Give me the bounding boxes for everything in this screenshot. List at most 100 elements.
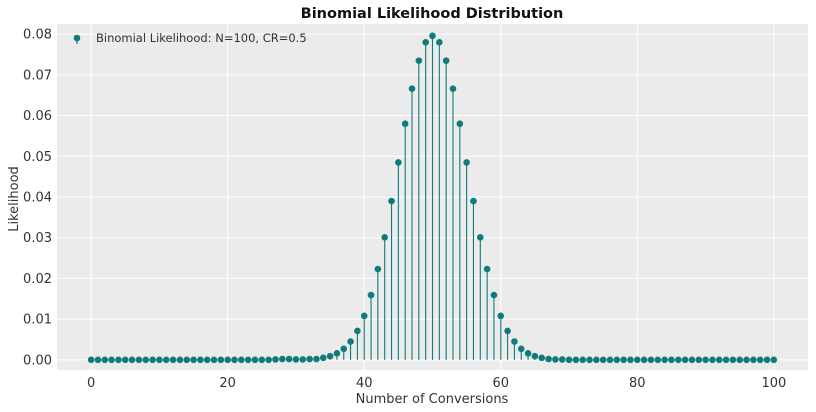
data-point xyxy=(449,85,457,93)
data-point xyxy=(183,356,191,364)
data-point xyxy=(135,356,143,364)
data-point xyxy=(367,291,375,299)
x-tick-label: 0 xyxy=(87,376,95,391)
data-point xyxy=(627,356,634,364)
data-point xyxy=(429,32,436,40)
data-point xyxy=(640,356,648,364)
data-point xyxy=(149,356,156,364)
data-point xyxy=(715,356,723,364)
data-point xyxy=(634,356,641,364)
data-point xyxy=(763,356,771,364)
data-point xyxy=(497,312,505,320)
data-point xyxy=(162,356,170,364)
data-point xyxy=(190,356,197,364)
data-point xyxy=(579,356,586,364)
data-point xyxy=(545,355,552,363)
data-point xyxy=(476,233,484,241)
legend-marker-icon xyxy=(73,34,81,42)
data-point xyxy=(538,354,546,362)
y-tick-label: 0.05 xyxy=(23,150,52,165)
data-point xyxy=(292,356,300,363)
data-point xyxy=(661,356,668,364)
legend-entry-label: Binomial Likelihood: N=100, CR=0.5 xyxy=(96,31,307,45)
data-point xyxy=(169,356,177,364)
data-point xyxy=(258,356,266,364)
data-point xyxy=(326,352,334,360)
data-point xyxy=(681,356,689,364)
data-point xyxy=(238,356,245,364)
data-point xyxy=(347,338,354,345)
chart-title: Binomial Likelihood Distribution xyxy=(301,6,564,22)
y-tick-label: 0.02 xyxy=(23,272,52,287)
data-point xyxy=(552,356,559,363)
y-tick-label: 0.07 xyxy=(23,68,52,83)
x-tick-label: 20 xyxy=(219,376,236,391)
data-point xyxy=(606,356,614,364)
data-point xyxy=(524,350,532,357)
data-point xyxy=(231,356,238,364)
x-tick-label: 100 xyxy=(761,376,786,391)
stem-series xyxy=(274,35,563,360)
data-point xyxy=(381,233,389,241)
data-point xyxy=(388,197,395,205)
data-point xyxy=(702,356,709,364)
data-point xyxy=(511,338,518,345)
data-point xyxy=(251,356,259,364)
data-point xyxy=(306,355,313,363)
data-point xyxy=(224,356,231,364)
x-axis-label: Number of Conversions xyxy=(356,392,509,407)
data-point xyxy=(333,350,341,357)
data-point xyxy=(319,354,327,362)
x-tick-label: 80 xyxy=(629,376,646,391)
data-point xyxy=(750,356,757,364)
data-point xyxy=(299,356,307,363)
data-point xyxy=(695,356,703,364)
data-point xyxy=(156,356,163,364)
data-point xyxy=(688,356,696,364)
data-point xyxy=(654,356,662,364)
data-point xyxy=(279,355,286,363)
data-point xyxy=(176,356,184,364)
data-point xyxy=(395,159,402,166)
data-point xyxy=(203,356,211,364)
data-point xyxy=(244,356,252,364)
data-point xyxy=(456,120,464,128)
data-point xyxy=(722,356,730,364)
data-point xyxy=(354,327,361,335)
data-point xyxy=(490,291,498,299)
data-point xyxy=(128,356,136,364)
data-point xyxy=(558,356,566,363)
data-point xyxy=(442,57,450,64)
data-point xyxy=(470,197,477,205)
data-point xyxy=(599,356,607,364)
y-tick-label: 0.01 xyxy=(23,313,52,328)
data-point xyxy=(463,159,470,166)
data-point xyxy=(94,356,102,364)
data-point xyxy=(517,345,525,353)
data-point xyxy=(115,356,122,364)
data-point xyxy=(565,356,573,364)
data-point xyxy=(593,356,600,364)
data-point xyxy=(415,57,423,64)
data-point xyxy=(265,356,272,364)
data-point xyxy=(108,356,115,364)
data-point xyxy=(572,356,580,364)
data-point xyxy=(504,327,511,335)
data-point xyxy=(422,39,429,46)
data-point xyxy=(586,356,593,364)
y-axis-label: Likelihood xyxy=(7,166,22,232)
y-tick-label: 0.00 xyxy=(23,353,52,368)
data-point xyxy=(360,312,368,320)
y-tick-label: 0.06 xyxy=(23,109,52,124)
data-point xyxy=(217,356,225,364)
data-point xyxy=(674,356,682,364)
data-point xyxy=(483,265,491,273)
x-tick-label: 60 xyxy=(492,376,509,391)
data-point xyxy=(101,356,109,364)
data-point xyxy=(313,355,320,363)
marker-series xyxy=(87,32,778,364)
data-point xyxy=(756,356,764,364)
data-point xyxy=(285,355,293,363)
data-point xyxy=(620,356,627,364)
